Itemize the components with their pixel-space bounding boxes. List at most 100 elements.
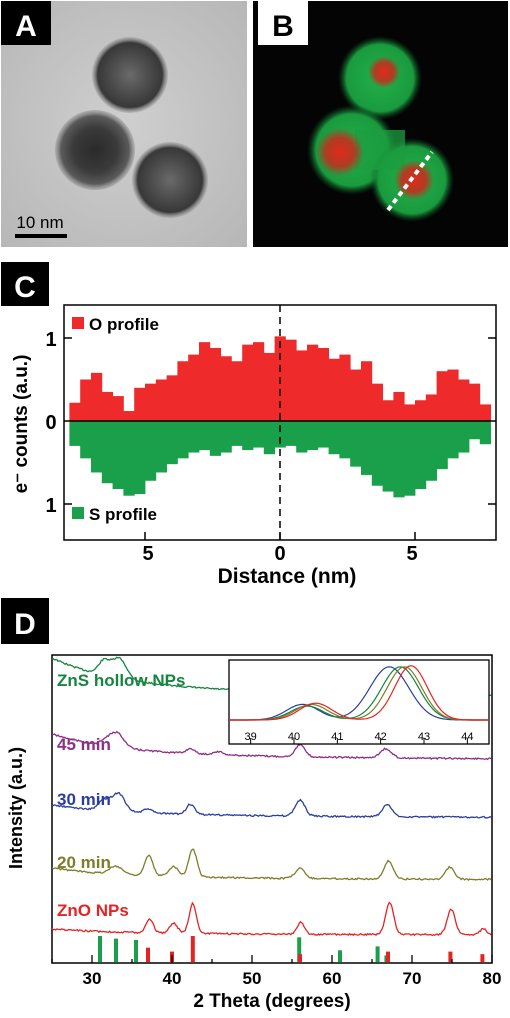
- d-x-axis-label: 2 Theta (degrees): [193, 991, 350, 1012]
- legend-s-label: S profile: [89, 505, 157, 524]
- s-profile-bar: [479, 421, 491, 445]
- panel-d-label-box: [1, 598, 49, 644]
- c-x-tick-center: 0: [274, 543, 285, 565]
- panel-a: A 10 nm: [1, 1, 247, 247]
- xrd-curve: [51, 791, 492, 819]
- s-profile-bar: [263, 421, 275, 455]
- s-profile-bar: [188, 421, 200, 453]
- s-profile-bar: [220, 421, 232, 453]
- o-profile-bar: [425, 394, 437, 421]
- label-zns-hollow: ZnS hollow NPs: [57, 671, 185, 690]
- zns-reference-line: [375, 946, 380, 962]
- s-profile-bar: [209, 421, 221, 456]
- s-profile-bar: [393, 421, 405, 498]
- c-x-tick-left: 5: [142, 543, 153, 565]
- o-profile-bar: [479, 404, 491, 421]
- x-ticks: [144, 532, 416, 540]
- s-profile-bar: [436, 421, 448, 470]
- o-profile-bar: [350, 369, 362, 421]
- y-tick-bottom-1: 1: [45, 495, 56, 517]
- o-profile-bar: [188, 354, 200, 421]
- s-profile-bar: [447, 421, 459, 459]
- legend-s-swatch: [72, 507, 84, 519]
- c-y-axis-label: e⁻ counts (a.u.): [11, 355, 32, 494]
- o-profile-bar: [209, 347, 221, 421]
- inset: 39 40 41 42 43 44: [228, 659, 490, 745]
- y-tick-top-1: 1: [45, 329, 56, 351]
- inset-tick-label: 41: [331, 731, 343, 743]
- panel-b: B: [253, 1, 508, 247]
- s-profile-bar: [69, 421, 81, 446]
- s-profile-bar: [404, 421, 416, 496]
- xrd-plot-frame: [51, 654, 493, 964]
- s-profile-bar: [91, 421, 103, 473]
- panel-c-letter: C: [14, 271, 36, 304]
- c-x-axis-label: Distance (nm): [218, 565, 357, 588]
- o-profile-bar: [296, 350, 308, 421]
- o-profile-bar: [91, 372, 103, 421]
- zno-reference-line: [480, 954, 485, 962]
- xrd-curve: [51, 730, 492, 761]
- inset-curve: [229, 666, 489, 721]
- reference-lines: [98, 936, 485, 962]
- o-profile-bar: [101, 391, 113, 421]
- o-profile-bar: [177, 361, 189, 421]
- s-profile-bar: [339, 421, 351, 459]
- d-x-tick-label: 60: [323, 969, 342, 988]
- label-30-min: 30 min: [57, 790, 111, 809]
- s-profile-bar: [415, 421, 427, 490]
- c-x-tick-right: 5: [406, 543, 417, 565]
- s-profile-bar: [112, 421, 124, 490]
- d-y-axis-label: Intensity (a.u.): [6, 747, 26, 869]
- o-profile-bar: [469, 383, 481, 421]
- inset-tick-label: 44: [461, 731, 473, 743]
- s-profile-bar: [425, 421, 437, 481]
- inset-tick-label: 39: [245, 731, 257, 743]
- particle-top: [92, 37, 168, 113]
- particle-left: [55, 110, 135, 190]
- legend-o: O profile: [72, 315, 159, 334]
- panel-d: D 30 40 50 60 70 80 2 Theta (degrees) Intensi…: [1, 598, 501, 1012]
- o-profile-bar: [339, 354, 351, 421]
- o-profile-bar: [242, 344, 254, 421]
- zns-reference-line: [114, 938, 118, 962]
- panel-c-label-box: [1, 262, 49, 306]
- o-profile-bar: [393, 391, 405, 421]
- profile-bars: [69, 336, 491, 498]
- panel-b-label-box: [258, 1, 308, 45]
- d-x-tick-label: 80: [483, 969, 502, 988]
- d-x-tick-label: 50: [243, 969, 262, 988]
- s-profile-bar: [361, 421, 373, 475]
- s-profile-bar: [296, 421, 308, 453]
- s-profile-bar: [145, 421, 157, 481]
- particle-right: [132, 142, 208, 218]
- s-profile-bar: [199, 421, 211, 451]
- legend-o-label: O profile: [89, 315, 159, 334]
- s-profile-bar: [80, 421, 92, 459]
- xrd-curve: [51, 848, 492, 881]
- s-profile-bar: [328, 421, 340, 455]
- legend-s: S profile: [72, 505, 157, 524]
- o-profile-bar: [382, 400, 394, 421]
- o-profile-bar: [404, 404, 416, 421]
- o-profile-bar: [134, 387, 146, 421]
- o-profile-bar: [220, 356, 232, 421]
- inset-tick-label: 43: [418, 731, 430, 743]
- zno-reference-line: [386, 951, 390, 962]
- scale-bar: [15, 234, 67, 238]
- o-profile-bar: [447, 369, 459, 421]
- y-ticks: [64, 337, 496, 505]
- o-profile-bar: [361, 361, 373, 421]
- o-profile-bar: [199, 342, 211, 421]
- s-profile-bar: [458, 421, 470, 453]
- o-profile-bar: [123, 411, 135, 421]
- oxygen-map: [316, 56, 434, 200]
- inset-tick-label: 42: [375, 731, 387, 743]
- o-profile-bar: [80, 379, 92, 421]
- panel-a-letter: A: [15, 10, 37, 43]
- zns-reference-line: [134, 939, 138, 962]
- o-profile-bar: [155, 379, 167, 421]
- o-profile-bar: [263, 352, 275, 421]
- inset-frame: [228, 659, 490, 745]
